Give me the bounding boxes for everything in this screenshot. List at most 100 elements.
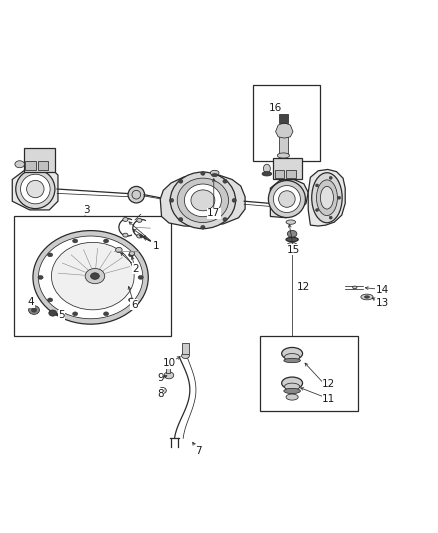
Text: 11: 11 [322, 394, 336, 404]
Ellipse shape [315, 184, 318, 187]
Ellipse shape [263, 164, 270, 173]
Ellipse shape [128, 187, 145, 203]
Ellipse shape [315, 208, 318, 212]
Ellipse shape [132, 190, 141, 199]
Bar [14, 216, 171, 336]
Ellipse shape [329, 216, 332, 219]
Bar [253, 85, 321, 161]
Ellipse shape [21, 174, 50, 204]
Ellipse shape [338, 196, 341, 199]
Ellipse shape [287, 230, 297, 237]
Ellipse shape [282, 377, 303, 389]
Ellipse shape [277, 153, 290, 158]
Ellipse shape [212, 173, 218, 177]
Ellipse shape [285, 383, 300, 390]
Ellipse shape [129, 252, 134, 255]
Text: 6: 6 [131, 300, 138, 310]
Polygon shape [308, 169, 345, 226]
Ellipse shape [49, 310, 57, 316]
Ellipse shape [159, 387, 166, 393]
Ellipse shape [179, 217, 183, 221]
Ellipse shape [312, 173, 342, 223]
Ellipse shape [138, 276, 143, 279]
Ellipse shape [273, 185, 300, 213]
Ellipse shape [116, 247, 122, 253]
Text: 12: 12 [297, 282, 311, 292]
Ellipse shape [279, 191, 295, 207]
Ellipse shape [123, 217, 128, 221]
Ellipse shape [364, 296, 370, 298]
Ellipse shape [137, 234, 142, 238]
Text: 1: 1 [152, 240, 159, 251]
Ellipse shape [317, 180, 337, 215]
Ellipse shape [268, 181, 305, 217]
Bar [279, 131, 288, 155]
Ellipse shape [210, 171, 219, 175]
Text: 8: 8 [157, 389, 163, 399]
Ellipse shape [103, 312, 109, 316]
Ellipse shape [177, 178, 229, 223]
Text: 15: 15 [287, 245, 300, 255]
Ellipse shape [170, 198, 174, 203]
Ellipse shape [123, 233, 128, 237]
Text: 12: 12 [322, 379, 336, 389]
Text: 13: 13 [375, 298, 389, 309]
Bar [260, 336, 358, 411]
Ellipse shape [85, 269, 105, 284]
Ellipse shape [39, 236, 143, 319]
Ellipse shape [282, 348, 303, 360]
Polygon shape [276, 123, 293, 138]
Text: 17: 17 [207, 208, 220, 219]
Text: 10: 10 [162, 358, 176, 368]
Bar [166, 365, 170, 373]
Ellipse shape [164, 372, 174, 379]
Ellipse shape [51, 243, 134, 310]
Ellipse shape [137, 219, 142, 222]
Ellipse shape [170, 172, 236, 229]
Ellipse shape [284, 358, 300, 362]
Ellipse shape [182, 353, 189, 359]
Ellipse shape [91, 273, 99, 279]
Ellipse shape [73, 312, 78, 316]
Ellipse shape [286, 220, 296, 224]
Ellipse shape [128, 298, 134, 302]
Ellipse shape [262, 172, 272, 176]
Text: 14: 14 [375, 285, 389, 295]
Ellipse shape [286, 237, 298, 241]
Ellipse shape [287, 243, 297, 247]
Ellipse shape [103, 239, 109, 243]
Ellipse shape [33, 231, 148, 324]
Bar [38, 161, 48, 170]
Text: 4: 4 [28, 297, 34, 307]
Ellipse shape [361, 294, 373, 300]
Ellipse shape [15, 161, 25, 168]
Text: 16: 16 [269, 103, 282, 112]
Ellipse shape [73, 239, 78, 243]
Ellipse shape [285, 353, 300, 360]
Ellipse shape [128, 253, 134, 257]
Polygon shape [160, 174, 245, 227]
Text: 7: 7 [195, 446, 201, 456]
Ellipse shape [201, 172, 205, 175]
Text: 5: 5 [58, 310, 65, 320]
Polygon shape [270, 180, 308, 218]
Bar [286, 171, 296, 178]
Ellipse shape [232, 198, 237, 203]
Ellipse shape [353, 286, 357, 289]
Bar [25, 161, 36, 170]
Bar [279, 114, 288, 123]
Ellipse shape [38, 276, 43, 279]
Ellipse shape [32, 308, 37, 312]
Text: 9: 9 [157, 373, 163, 383]
Text: 3: 3 [83, 205, 89, 215]
Ellipse shape [47, 298, 53, 302]
Bar [275, 171, 284, 178]
Ellipse shape [321, 187, 333, 209]
Ellipse shape [184, 184, 221, 217]
Ellipse shape [191, 190, 215, 211]
Ellipse shape [286, 394, 298, 400]
Ellipse shape [329, 176, 332, 180]
Ellipse shape [179, 179, 183, 183]
Bar [183, 343, 189, 353]
Ellipse shape [201, 225, 205, 229]
